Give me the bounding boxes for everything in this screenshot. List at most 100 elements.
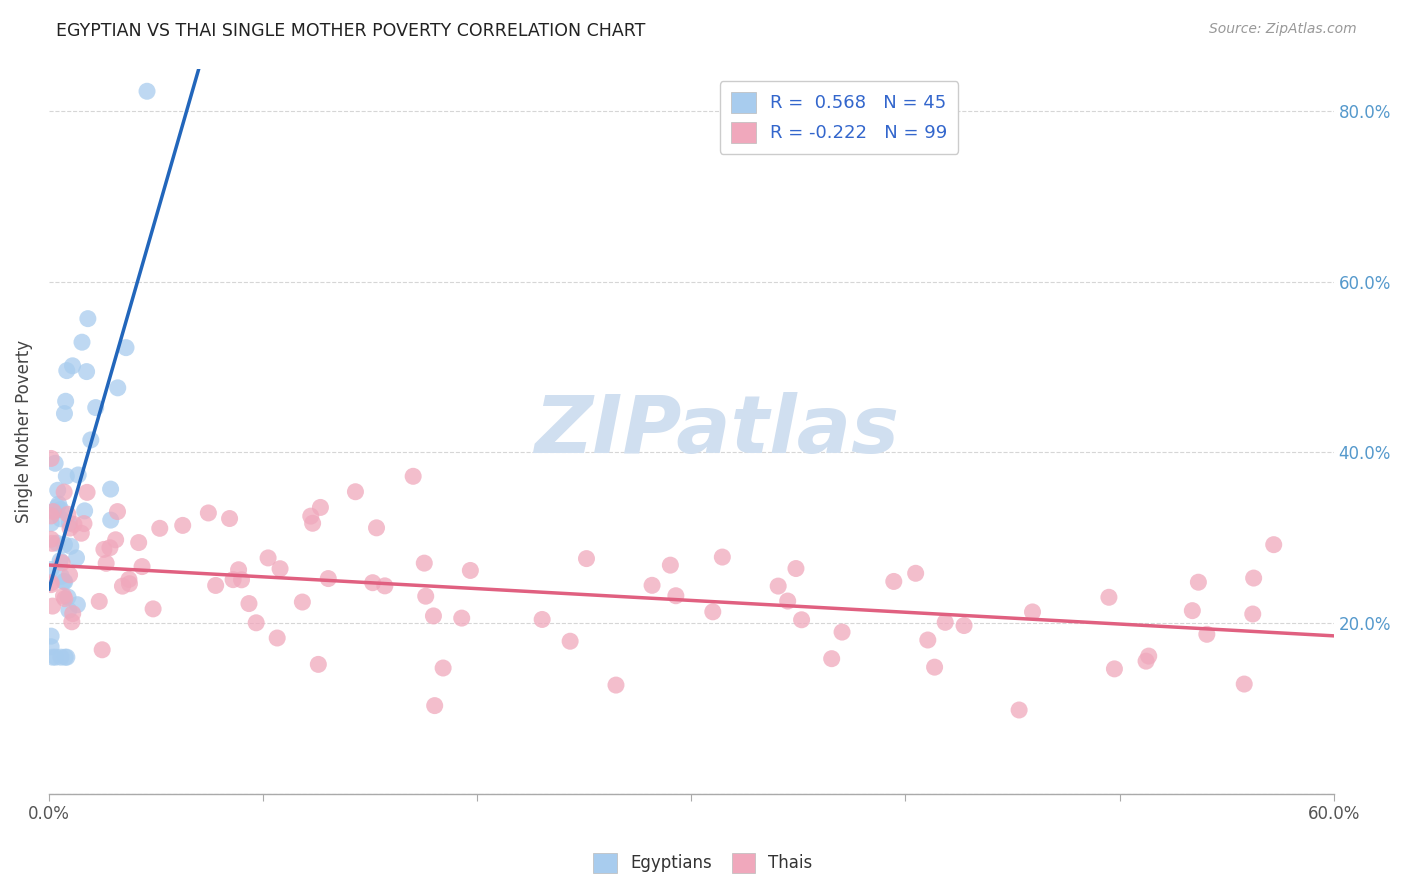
Point [39, 533, 62, 547]
Point [413, 556, 436, 570]
Point [924, 660, 946, 674]
Point [45, 650, 67, 665]
Point [53, 538, 76, 552]
Point [39, 640, 62, 654]
Point [266, 631, 288, 645]
Point [415, 589, 437, 603]
Point [44, 504, 66, 518]
Point [136, 84, 159, 98]
Point [53, 650, 76, 665]
Point [53, 485, 76, 500]
Point [460, 564, 482, 578]
Point [70, 526, 93, 541]
Point [67, 467, 90, 482]
Text: EGYPTIAN VS THAI SINGLE MOTHER POVERTY CORRELATION CHART: EGYPTIAN VS THAI SINGLE MOTHER POVERTY C… [56, 22, 645, 40]
Point [76, 485, 98, 500]
Point [59, 521, 82, 535]
Point [107, 505, 129, 519]
Point [231, 573, 253, 587]
Point [1233, 677, 1256, 691]
Point [257, 550, 280, 565]
Point [56, 508, 79, 522]
Point [269, 562, 291, 576]
Point [1021, 605, 1043, 619]
Point [238, 597, 260, 611]
Point [423, 698, 446, 713]
Point [711, 550, 734, 565]
Point [197, 506, 219, 520]
Point [42, 504, 65, 518]
Point [49, 502, 72, 516]
Point [766, 579, 789, 593]
Point [46, 536, 69, 550]
Point [56, 590, 79, 604]
Point [172, 518, 194, 533]
Point [73, 504, 96, 518]
Point [785, 561, 807, 575]
Point [107, 381, 129, 395]
Point [63, 517, 86, 532]
Y-axis label: Single Mother Poverty: Single Mother Poverty [15, 340, 32, 523]
Point [100, 482, 122, 496]
Point [39, 629, 62, 643]
Point [605, 678, 627, 692]
Point [58, 603, 80, 617]
Point [98, 541, 121, 555]
Point [131, 559, 153, 574]
Point [84, 401, 107, 415]
Point [776, 594, 799, 608]
Point [58, 516, 80, 530]
Point [953, 618, 976, 632]
Point [301, 516, 323, 531]
Point [62, 359, 84, 373]
Point [1181, 604, 1204, 618]
Point [299, 509, 322, 524]
Point [48, 497, 70, 511]
Point [89, 594, 111, 608]
Point [128, 535, 150, 549]
Point [100, 513, 122, 527]
Point [659, 558, 682, 573]
Point [361, 575, 384, 590]
Point [307, 657, 329, 672]
Point [558, 634, 581, 648]
Point [831, 625, 853, 640]
Point [41, 599, 63, 613]
Point [76, 365, 98, 379]
Point [402, 469, 425, 483]
Point [104, 533, 127, 547]
Point [228, 563, 250, 577]
Point [55, 469, 77, 483]
Point [91, 642, 114, 657]
Legend: Egyptians, Thais: Egyptians, Thais [586, 847, 820, 880]
Point [51, 569, 73, 583]
Point [531, 612, 554, 626]
Point [1195, 627, 1218, 641]
Point [222, 573, 245, 587]
Point [821, 651, 844, 665]
Point [49, 554, 72, 568]
Point [1008, 703, 1031, 717]
Point [62, 607, 84, 621]
Point [790, 613, 813, 627]
Point [1135, 654, 1157, 668]
Point [59, 539, 82, 553]
Point [53, 574, 76, 589]
Point [41, 650, 63, 665]
Point [344, 484, 367, 499]
Text: Source: ZipAtlas.com: Source: ZipAtlas.com [1209, 22, 1357, 37]
Point [1187, 575, 1209, 590]
Point [56, 650, 79, 665]
Point [366, 521, 388, 535]
Point [76, 311, 98, 326]
Point [309, 500, 332, 515]
Text: ZIPatlas: ZIPatlas [534, 392, 900, 470]
Point [149, 521, 172, 535]
Point [316, 572, 339, 586]
Point [904, 566, 927, 581]
Point [218, 511, 240, 525]
Point [432, 661, 454, 675]
Point [39, 562, 62, 576]
Point [245, 615, 267, 630]
Point [115, 341, 138, 355]
